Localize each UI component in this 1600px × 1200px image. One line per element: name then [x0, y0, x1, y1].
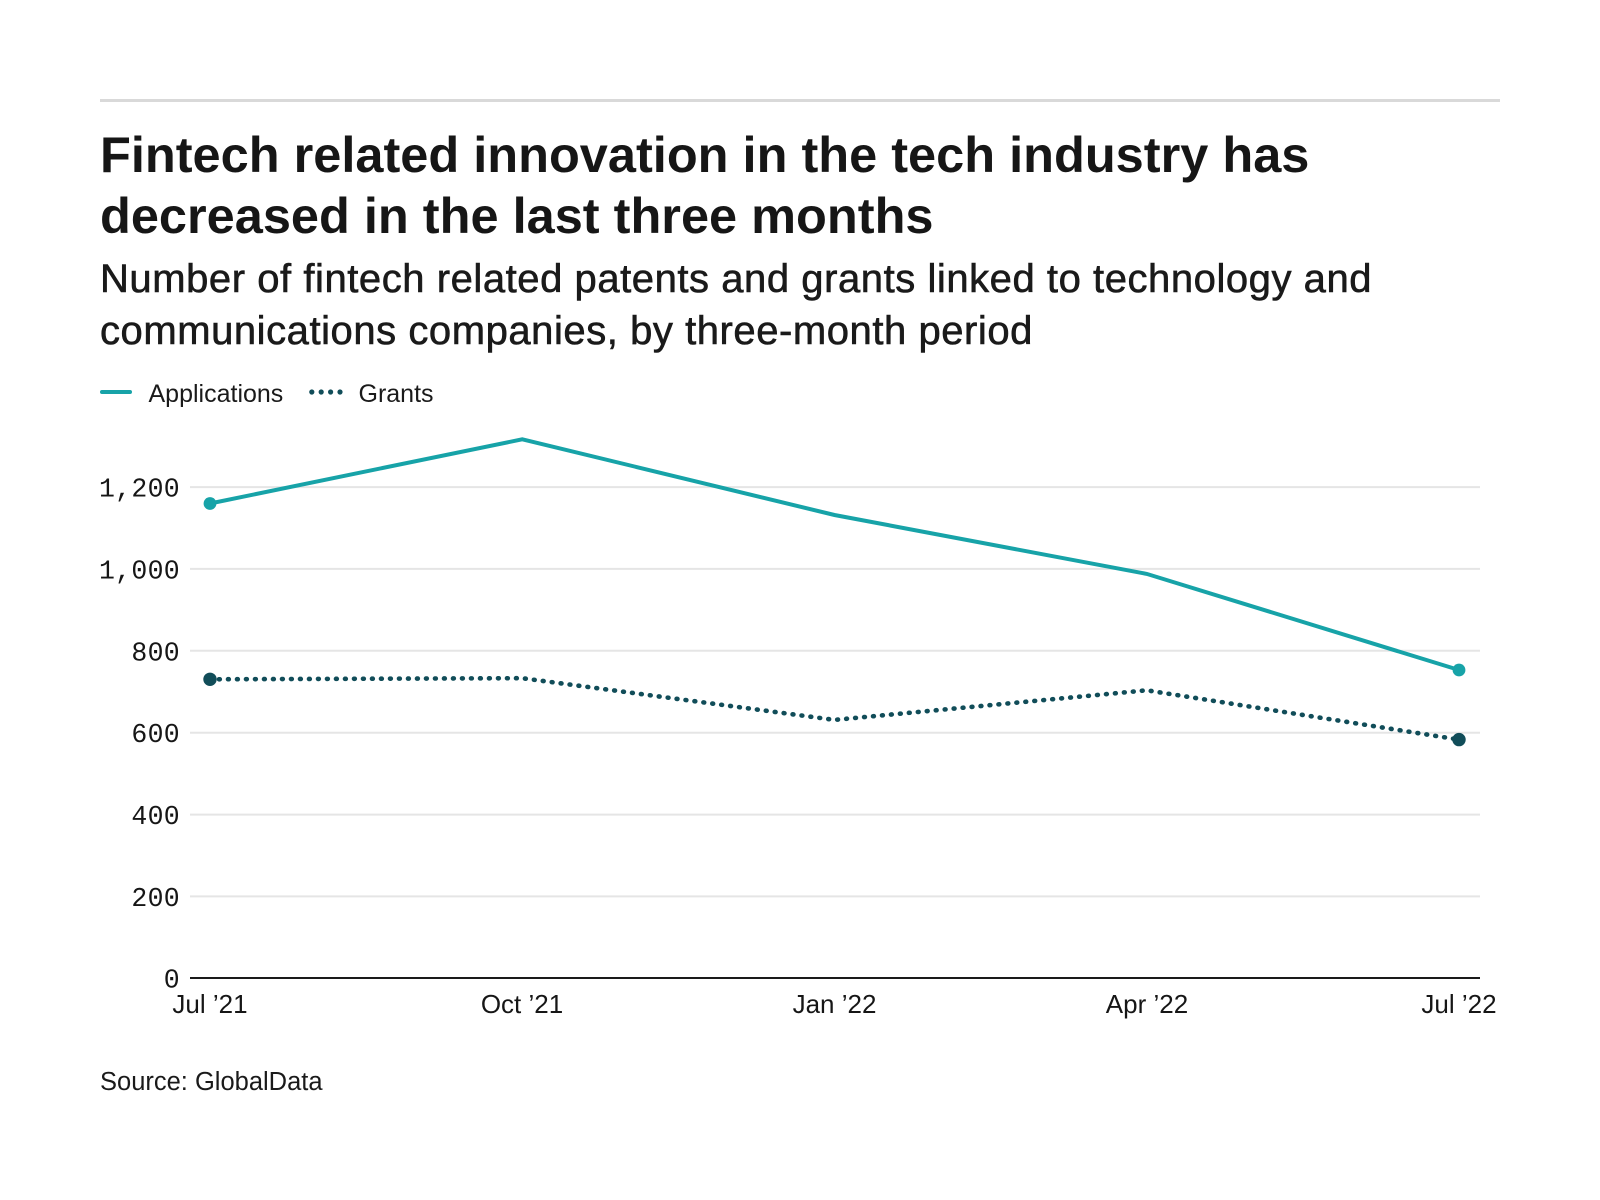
- svg-text:0: 0: [164, 966, 180, 996]
- svg-text:Grants: Grants: [359, 380, 434, 408]
- svg-text:1,200: 1,200: [99, 475, 180, 505]
- svg-text:600: 600: [131, 720, 180, 750]
- svg-text:1,000: 1,000: [99, 556, 180, 586]
- svg-text:200: 200: [131, 884, 180, 914]
- svg-text:Oct ’21: Oct ’21: [481, 989, 563, 1019]
- svg-text:800: 800: [131, 638, 180, 668]
- svg-text:Jul ’21: Jul ’21: [172, 989, 247, 1019]
- svg-text:Apr ’22: Apr ’22: [1106, 989, 1188, 1019]
- svg-text:400: 400: [131, 802, 180, 832]
- svg-text:Applications: Applications: [149, 380, 284, 408]
- svg-text:Jul ’22: Jul ’22: [1421, 989, 1496, 1019]
- svg-text:Jan ’22: Jan ’22: [793, 989, 877, 1019]
